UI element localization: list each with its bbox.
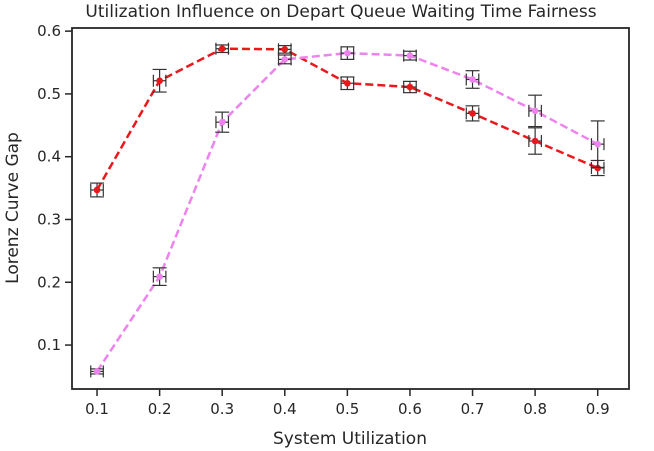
data-point — [344, 79, 351, 87]
data-point — [469, 76, 476, 83]
y-tick-label: 0.5 — [37, 85, 61, 103]
data-point — [531, 137, 539, 145]
y-tick-label: 0.2 — [37, 273, 61, 291]
x-tick-label: 0.6 — [398, 400, 422, 418]
data-point — [218, 118, 226, 126]
series-1-line — [95, 47, 599, 191]
plot-area — [90, 42, 605, 378]
x-tick-label: 0.1 — [85, 400, 109, 418]
y-tick-label: 0.1 — [37, 336, 61, 354]
y-axis: 0.1 0.2 0.3 0.4 0.5 0.6 — [37, 22, 72, 354]
chart-title: Utilization Influence on Depart Queue Wa… — [85, 2, 596, 22]
x-tick-label: 0.8 — [523, 400, 547, 418]
data-point — [531, 107, 539, 115]
x-tick-label: 0.9 — [586, 400, 610, 418]
x-axis: 0.1 0.2 0.3 0.4 0.5 0.6 0.7 0.8 0.9 — [85, 389, 610, 418]
data-point — [93, 368, 101, 375]
x-tick-label: 0.4 — [273, 400, 297, 418]
y-tick-label: 0.4 — [37, 148, 61, 166]
error-bar — [528, 127, 543, 155]
x-tick-label: 0.2 — [148, 400, 172, 418]
y-axis-label: Lorenz Curve Gap — [3, 132, 23, 284]
y-tick-label: 0.6 — [37, 22, 61, 40]
x-tick-label: 0.3 — [210, 400, 234, 418]
data-point — [156, 77, 163, 85]
data-point — [281, 56, 289, 63]
data-point — [594, 140, 602, 148]
data-point — [406, 52, 414, 59]
data-point — [594, 164, 602, 172]
data-point — [218, 45, 226, 53]
x-tick-label: 0.5 — [335, 400, 359, 418]
data-point — [469, 110, 476, 117]
data-point — [406, 83, 414, 91]
data-point — [93, 186, 101, 194]
x-axis-label: System Utilization — [273, 429, 427, 449]
series-2 — [90, 46, 605, 378]
series-2-line — [95, 51, 599, 373]
error-bar — [90, 182, 105, 198]
x-tick-label: 0.7 — [461, 400, 485, 418]
error-bar — [152, 267, 167, 287]
data-point — [281, 46, 289, 53]
axes-frame — [71, 27, 630, 390]
data-point — [156, 273, 163, 280]
y-tick-label: 0.3 — [37, 210, 61, 228]
data-point — [344, 49, 351, 57]
series-1 — [90, 42, 605, 198]
